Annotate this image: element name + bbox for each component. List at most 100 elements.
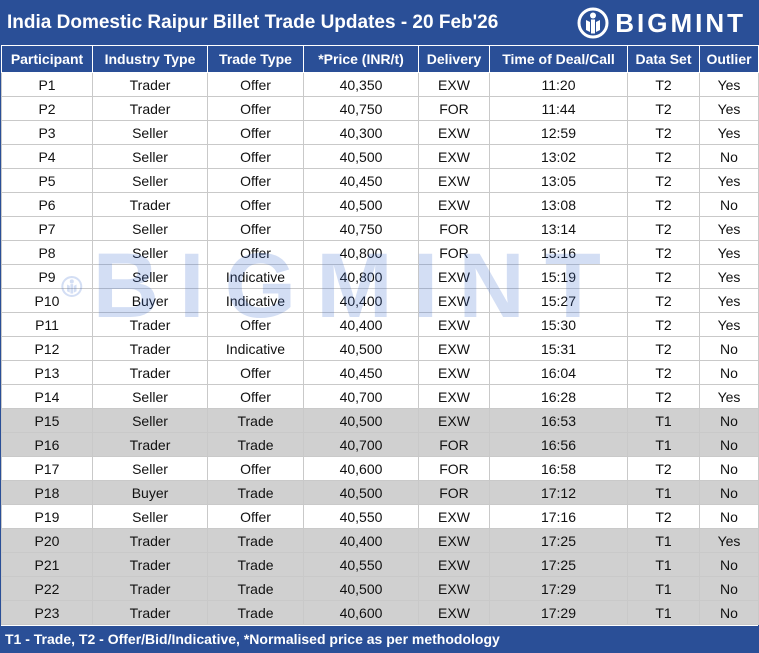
- table-row: P20 Trader Trade 40,400 EXW 17:25 T1 Yes: [1, 528, 759, 553]
- table-cell: FOR: [418, 480, 490, 505]
- table-cell: No: [699, 360, 759, 385]
- table-cell: T2: [627, 144, 700, 169]
- table-cell: 40,400: [303, 312, 419, 337]
- table-cell: P5: [1, 168, 93, 193]
- table-cell: P20: [1, 528, 93, 553]
- table-cell: 40,700: [303, 432, 419, 457]
- table-cell: 17:12: [489, 480, 628, 505]
- table-cell: 40,550: [303, 552, 419, 577]
- table-row: P12 Trader Indicative 40,500 EXW 15:31 T2 No: [1, 336, 759, 361]
- table-cell: Yes: [699, 72, 759, 97]
- table-cell: Offer: [207, 312, 304, 337]
- table-cell: T2: [627, 264, 700, 289]
- table-cell: T1: [627, 576, 700, 601]
- table-row: P15 Seller Trade 40,500 EXW 16:53 T1 No: [1, 408, 759, 433]
- table-cell: EXW: [418, 264, 490, 289]
- table-cell: P17: [1, 456, 93, 481]
- table-cell: Trader: [92, 576, 208, 601]
- table-row: P14 Seller Offer 40,700 EXW 16:28 T2 Yes: [1, 384, 759, 409]
- table-cell: No: [699, 576, 759, 601]
- table-cell: Seller: [92, 216, 208, 241]
- table-cell: 40,750: [303, 216, 419, 241]
- table-cell: T2: [627, 168, 700, 193]
- table-cell: Seller: [92, 456, 208, 481]
- table-cell: Yes: [699, 216, 759, 241]
- table-cell: No: [699, 144, 759, 169]
- table-cell: EXW: [418, 192, 490, 217]
- table-cell: 40,500: [303, 576, 419, 601]
- table-cell: 40,450: [303, 360, 419, 385]
- table-cell: Trade: [207, 432, 304, 457]
- table-row: P3 Seller Offer 40,300 EXW 12:59 T2 Yes: [1, 120, 759, 145]
- table-cell: Trade: [207, 552, 304, 577]
- table-cell: T1: [627, 552, 700, 577]
- table-cell: Yes: [699, 528, 759, 553]
- table-cell: Offer: [207, 240, 304, 265]
- table-cell: FOR: [418, 456, 490, 481]
- table-cell: P11: [1, 312, 93, 337]
- table-cell: Seller: [92, 168, 208, 193]
- table-cell: EXW: [418, 168, 490, 193]
- table-cell: No: [699, 480, 759, 505]
- table-cell: P14: [1, 384, 93, 409]
- table-cell: 13:02: [489, 144, 628, 169]
- table-cell: P8: [1, 240, 93, 265]
- table-cell: P18: [1, 480, 93, 505]
- table-cell: T2: [627, 336, 700, 361]
- table-cell: 13:08: [489, 192, 628, 217]
- table-cell: Trader: [92, 360, 208, 385]
- table-cell: T2: [627, 288, 700, 313]
- table-cell: T1: [627, 408, 700, 433]
- table-cell: 15:30: [489, 312, 628, 337]
- table-cell: 40,350: [303, 72, 419, 97]
- table-cell: 17:25: [489, 552, 628, 577]
- table-cell: EXW: [418, 312, 490, 337]
- table-cell: P7: [1, 216, 93, 241]
- table-cell: Trade: [207, 528, 304, 553]
- table-cell: EXW: [418, 360, 490, 385]
- table-cell: Seller: [92, 240, 208, 265]
- table-cell: T2: [627, 456, 700, 481]
- table-cell: 40,400: [303, 528, 419, 553]
- table-cell: T2: [627, 192, 700, 217]
- table-row: P21 Trader Trade 40,550 EXW 17:25 T1 No: [1, 552, 759, 577]
- table-cell: 40,600: [303, 600, 419, 625]
- table-cell: Offer: [207, 96, 304, 121]
- table-cell: 17:16: [489, 504, 628, 529]
- table-cell: 15:19: [489, 264, 628, 289]
- table-row: P13 Trader Offer 40,450 EXW 16:04 T2 No: [1, 360, 759, 385]
- table-row: P5 Seller Offer 40,450 EXW 13:05 T2 Yes: [1, 168, 759, 193]
- table-cell: 17:29: [489, 600, 628, 625]
- table-cell: P15: [1, 408, 93, 433]
- table-cell: FOR: [418, 216, 490, 241]
- table-cell: 17:25: [489, 528, 628, 553]
- table-cell: Seller: [92, 264, 208, 289]
- brand-logo: BIGMINT: [577, 7, 746, 39]
- table-cell: Buyer: [92, 288, 208, 313]
- table-cell: 40,500: [303, 408, 419, 433]
- table-cell: P13: [1, 360, 93, 385]
- table-cell: P1: [1, 72, 93, 97]
- table-cell: T2: [627, 240, 700, 265]
- table-row: P17 Seller Offer 40,600 FOR 16:58 T2 No: [1, 456, 759, 481]
- table-cell: 40,800: [303, 264, 419, 289]
- table-cell: 15:31: [489, 336, 628, 361]
- table-cell: 16:58: [489, 456, 628, 481]
- table-cell: 40,500: [303, 336, 419, 361]
- table-cell: 16:28: [489, 384, 628, 409]
- table-header-row: Participant Industry Type Trade Type *Price…: [1, 45, 759, 73]
- bigmint-logo-icon: [577, 7, 609, 39]
- table-cell: No: [699, 552, 759, 577]
- table-cell: Offer: [207, 456, 304, 481]
- table-cell: Trade: [207, 408, 304, 433]
- table-cell: 13:05: [489, 168, 628, 193]
- table-cell: T2: [627, 72, 700, 97]
- column-header: Industry Type: [92, 45, 208, 73]
- table-cell: 17:29: [489, 576, 628, 601]
- table-cell: FOR: [418, 96, 490, 121]
- table-cell: 11:20: [489, 72, 628, 97]
- table-cell: Yes: [699, 120, 759, 145]
- table-cell: Offer: [207, 504, 304, 529]
- table-cell: EXW: [418, 504, 490, 529]
- page-title: India Domestic Raipur Billet Trade Updat…: [7, 12, 499, 33]
